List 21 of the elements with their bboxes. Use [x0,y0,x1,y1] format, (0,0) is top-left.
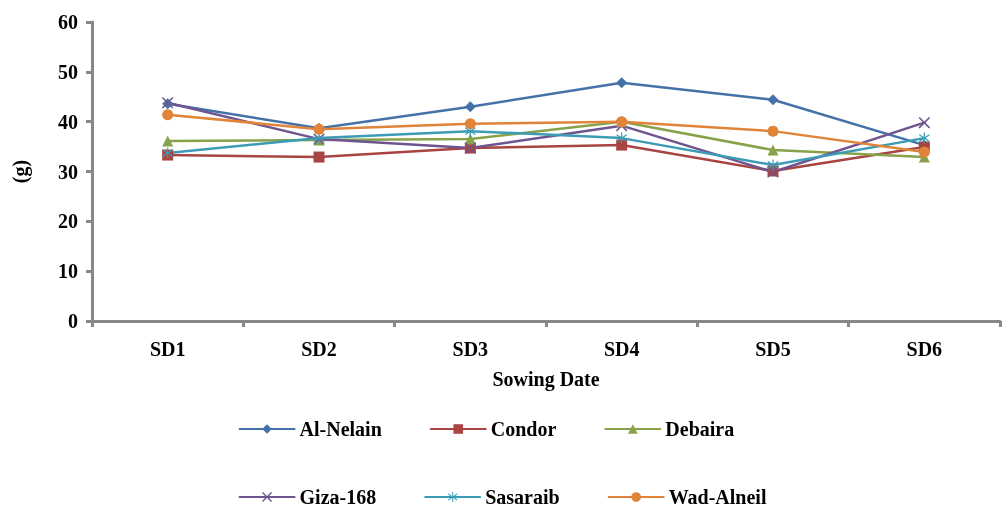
legend-label: Wad-Alneil [668,486,767,508]
legend-label: Giza-168 [299,486,377,508]
y-tick-label: 20 [58,210,78,233]
x-tick-label: SD1 [149,338,186,360]
y-tick-label: 30 [58,160,78,183]
legend-label: Condor [490,418,557,440]
x-tick-label: SD4 [603,338,640,360]
y-tick-label: 50 [58,60,78,83]
y-tick-label: 40 [58,110,78,133]
x-axis-title: Sowing Date [492,368,600,391]
x-tick-label: SD6 [906,338,943,360]
y-tick-label: 0 [68,310,78,332]
x-tick-label: SD5 [755,338,791,360]
x-tick-label: SD2 [301,338,337,360]
legend-label: Debaira [665,418,735,440]
legend-label: Sasaraib [485,486,560,508]
y-tick-label: 10 [58,260,78,283]
x-tick-label: SD3 [452,338,489,360]
y-tick-label: 60 [58,11,78,33]
y-axis-title: (g) [9,159,32,184]
legend-label: Al-Nelain [299,418,382,440]
